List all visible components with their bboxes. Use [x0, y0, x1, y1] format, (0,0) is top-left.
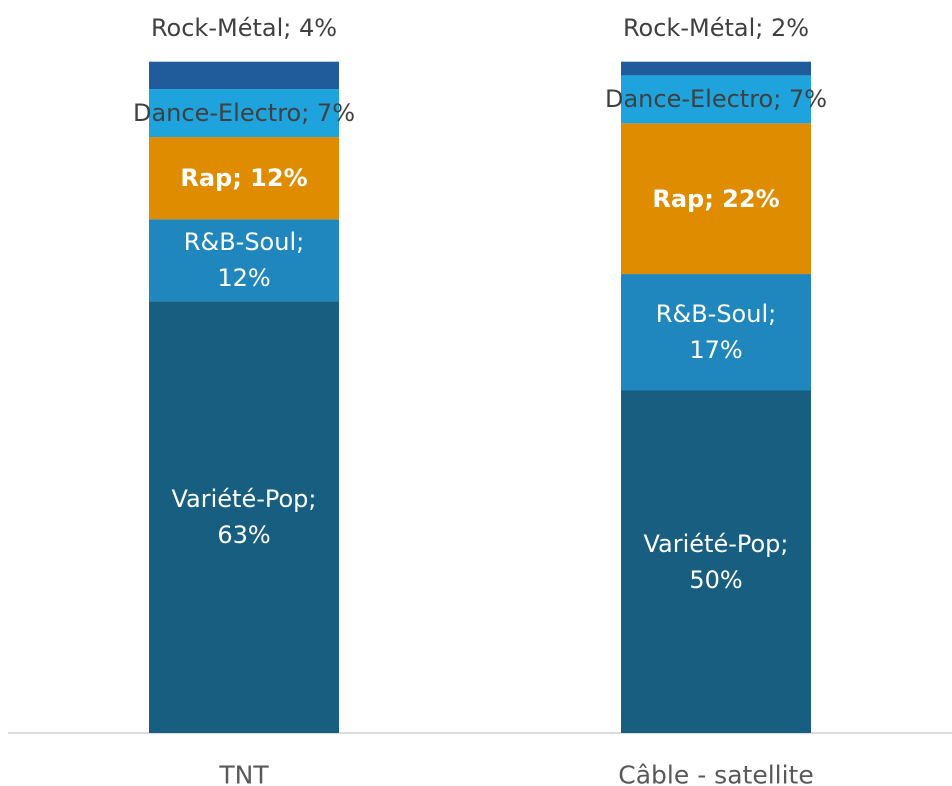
x-tick-label: TNT: [219, 760, 269, 786]
bar-segment: [149, 61, 339, 90]
data-label: R&B-Soul; 17%: [655, 300, 777, 365]
data-label: Dance-Electro; 7%: [132, 99, 356, 128]
bar-segment: [621, 390, 811, 733]
data-label: Variété-Pop; 50%: [643, 529, 789, 594]
bar-segment: [621, 123, 811, 275]
data-label: Rap; 12%: [180, 164, 308, 193]
x-tick-label: Câble - satellite: [618, 760, 814, 786]
data-label: Rock-Métal; 2%: [622, 13, 810, 42]
bar-segment: [621, 75, 811, 124]
bar-segment: [149, 301, 339, 733]
bar-segment: [149, 89, 339, 138]
bar-segment: [621, 274, 811, 391]
bar-segment: [149, 219, 339, 302]
data-label: Rock-Métal; 4%: [150, 13, 338, 42]
bar-segment: [621, 61, 811, 76]
bar-segment: [149, 137, 339, 220]
data-label: Dance-Electro; 7%: [604, 85, 828, 114]
data-label: Rap; 22%: [652, 184, 780, 213]
data-label: R&B-Soul; 12%: [183, 228, 305, 293]
data-label: Variété-Pop; 63%: [171, 485, 317, 550]
